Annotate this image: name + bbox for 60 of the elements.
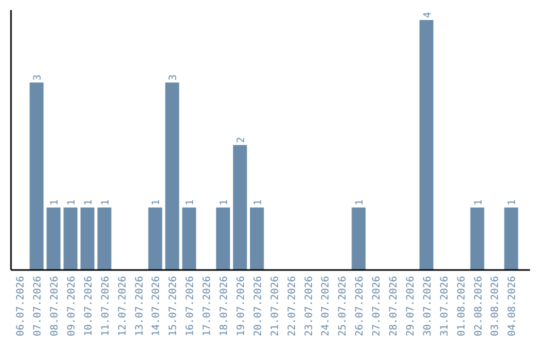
x-tick-label: 27.07.2026 — [372, 276, 383, 336]
x-tick-label: 15.07.2026 — [168, 276, 180, 336]
x-tick-label: 11.07.2026 — [100, 276, 112, 336]
x-tick-label: 01.08.2026 — [456, 276, 468, 336]
bar — [352, 208, 366, 270]
data-label: 4 — [422, 12, 434, 18]
bar — [64, 208, 78, 270]
data-label: 1 — [151, 199, 162, 206]
x-tick-label: 25.07.2026 — [338, 276, 349, 336]
data-label: 1 — [83, 199, 94, 206]
bar — [470, 208, 484, 270]
x-tick-label: 20.07.2026 — [252, 276, 264, 336]
data-label: 1 — [185, 199, 196, 206]
x-tick-label: 31.07.2026 — [439, 276, 450, 336]
x-tick-label: 21.07.2026 — [270, 276, 281, 336]
x-tick-label: 02.08.2026 — [473, 276, 484, 336]
x-tick-label: 23.07.2026 — [304, 276, 315, 336]
bar — [250, 208, 264, 270]
x-tick-label: 17.07.2026 — [202, 276, 214, 336]
data-label: 1 — [66, 199, 78, 206]
data-label: 3 — [32, 74, 44, 80]
x-tick-label: 16.07.2026 — [185, 276, 196, 336]
bar — [165, 82, 180, 270]
data-label: 1 — [50, 199, 61, 206]
x-tick-label: 29.07.2026 — [405, 276, 416, 336]
x-tick-label: 28.07.2026 — [388, 276, 400, 336]
x-tick-label: 07.07.2026 — [32, 276, 44, 336]
x-tick-label: 06.07.2026 — [16, 276, 27, 336]
data-label: 1 — [252, 199, 264, 206]
x-tick-label: 18.07.2026 — [219, 276, 230, 336]
data-label: 1 — [507, 199, 518, 206]
bar — [216, 208, 230, 270]
bar — [97, 208, 112, 270]
x-tick-label: 12.07.2026 — [117, 276, 128, 336]
x-tick-label: 03.08.2026 — [490, 276, 502, 336]
data-label: 1 — [473, 199, 484, 206]
x-tick-label: 08.07.2026 — [50, 276, 61, 336]
x-tick-label: 22.07.2026 — [286, 276, 298, 336]
x-tick-label: 30.07.2026 — [422, 276, 434, 336]
x-tick-label: 09.07.2026 — [66, 276, 78, 336]
data-label: 1 — [219, 199, 230, 206]
x-tick-label: 14.07.2026 — [151, 276, 162, 336]
bar — [233, 145, 247, 270]
data-label: 1 — [100, 199, 112, 206]
x-tick-label: 13.07.2026 — [134, 276, 146, 336]
x-tick-label: 26.07.2026 — [354, 276, 366, 336]
bar — [80, 208, 94, 270]
bar — [182, 208, 196, 270]
data-label: 3 — [168, 74, 180, 80]
data-label: 1 — [354, 199, 366, 206]
bar — [30, 82, 44, 270]
x-tick-label: 24.07.2026 — [320, 276, 332, 336]
bar — [148, 208, 162, 270]
x-tick-label: 04.08.2026 — [507, 276, 518, 336]
bar — [46, 208, 60, 270]
bar — [504, 208, 518, 270]
bar — [419, 20, 434, 270]
x-tick-label: 19.07.2026 — [236, 276, 247, 336]
x-tick-label: 10.07.2026 — [83, 276, 94, 336]
data-label: 2 — [236, 136, 247, 143]
